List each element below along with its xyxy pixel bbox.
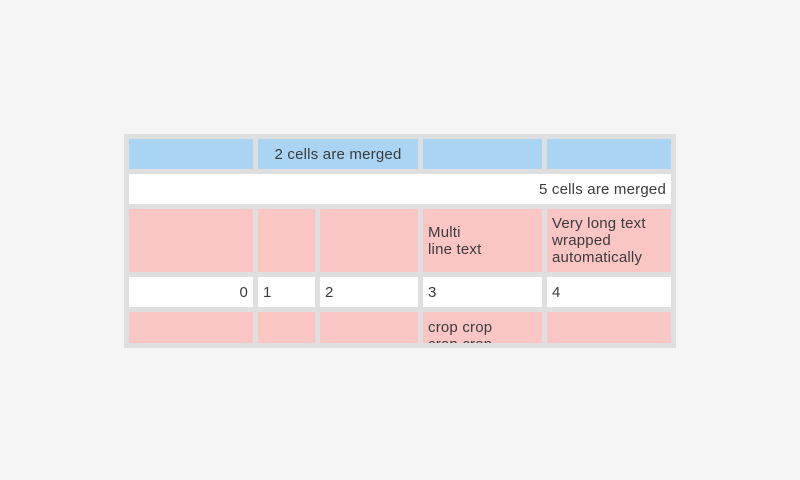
table-grid: 2 cells are merged 5 cells are merged Mult… bbox=[129, 139, 671, 343]
table-cell-r2-c0[interactable] bbox=[129, 209, 253, 272]
table-cell-r0-c3[interactable] bbox=[547, 139, 671, 169]
cell-text: 1 bbox=[263, 283, 272, 301]
table-cell-r0-c0[interactable] bbox=[129, 139, 253, 169]
table-cell-r2-c4[interactable]: Very long text wrapped automatically bbox=[547, 209, 671, 272]
table-cell-r3-c2[interactable]: 2 bbox=[320, 277, 418, 307]
table-cell-r3-c3[interactable]: 3 bbox=[423, 277, 542, 307]
table-cell-r4-c0[interactable] bbox=[129, 312, 253, 343]
table-cell-r4-c1[interactable] bbox=[258, 312, 315, 343]
table-cell-r4-c3[interactable]: crop crop crop crop bbox=[423, 312, 542, 343]
table-cell-r2-c1[interactable] bbox=[258, 209, 315, 272]
table-cell-r0-c2[interactable] bbox=[423, 139, 542, 169]
table-cell-r2-c3[interactable]: Multi line text bbox=[423, 209, 542, 272]
table-clip-area: 2 cells are merged 5 cells are merged Mult… bbox=[129, 139, 671, 343]
table-cell-r2-c2[interactable] bbox=[320, 209, 418, 272]
cell-text: 2 bbox=[325, 283, 334, 301]
cell-text: 4 bbox=[552, 283, 561, 301]
cell-text: 5 cells are merged bbox=[539, 180, 666, 198]
table-cell-r4-c2[interactable] bbox=[320, 312, 418, 343]
table-cell-r4-c4[interactable] bbox=[547, 312, 671, 343]
cell-text: Multi line text bbox=[428, 223, 482, 258]
table-cell-r3-c0[interactable]: 0 bbox=[129, 277, 253, 307]
cell-text: 0 bbox=[239, 283, 248, 301]
table-cell-r3-c4[interactable]: 4 bbox=[547, 277, 671, 307]
table-cell-r1-c0[interactable]: 5 cells are merged bbox=[129, 174, 671, 204]
cell-text: Very long text wrapped automatically bbox=[552, 215, 646, 266]
table-cell-r0-c1[interactable]: 2 cells are merged bbox=[258, 139, 418, 169]
cell-text: 3 bbox=[428, 283, 437, 301]
table-cell-r3-c1[interactable]: 1 bbox=[258, 277, 315, 307]
cell-text: crop crop crop crop bbox=[428, 318, 493, 344]
table-widget: 2 cells are merged 5 cells are merged Mult… bbox=[124, 134, 676, 348]
cell-text: 2 cells are merged bbox=[274, 145, 402, 163]
